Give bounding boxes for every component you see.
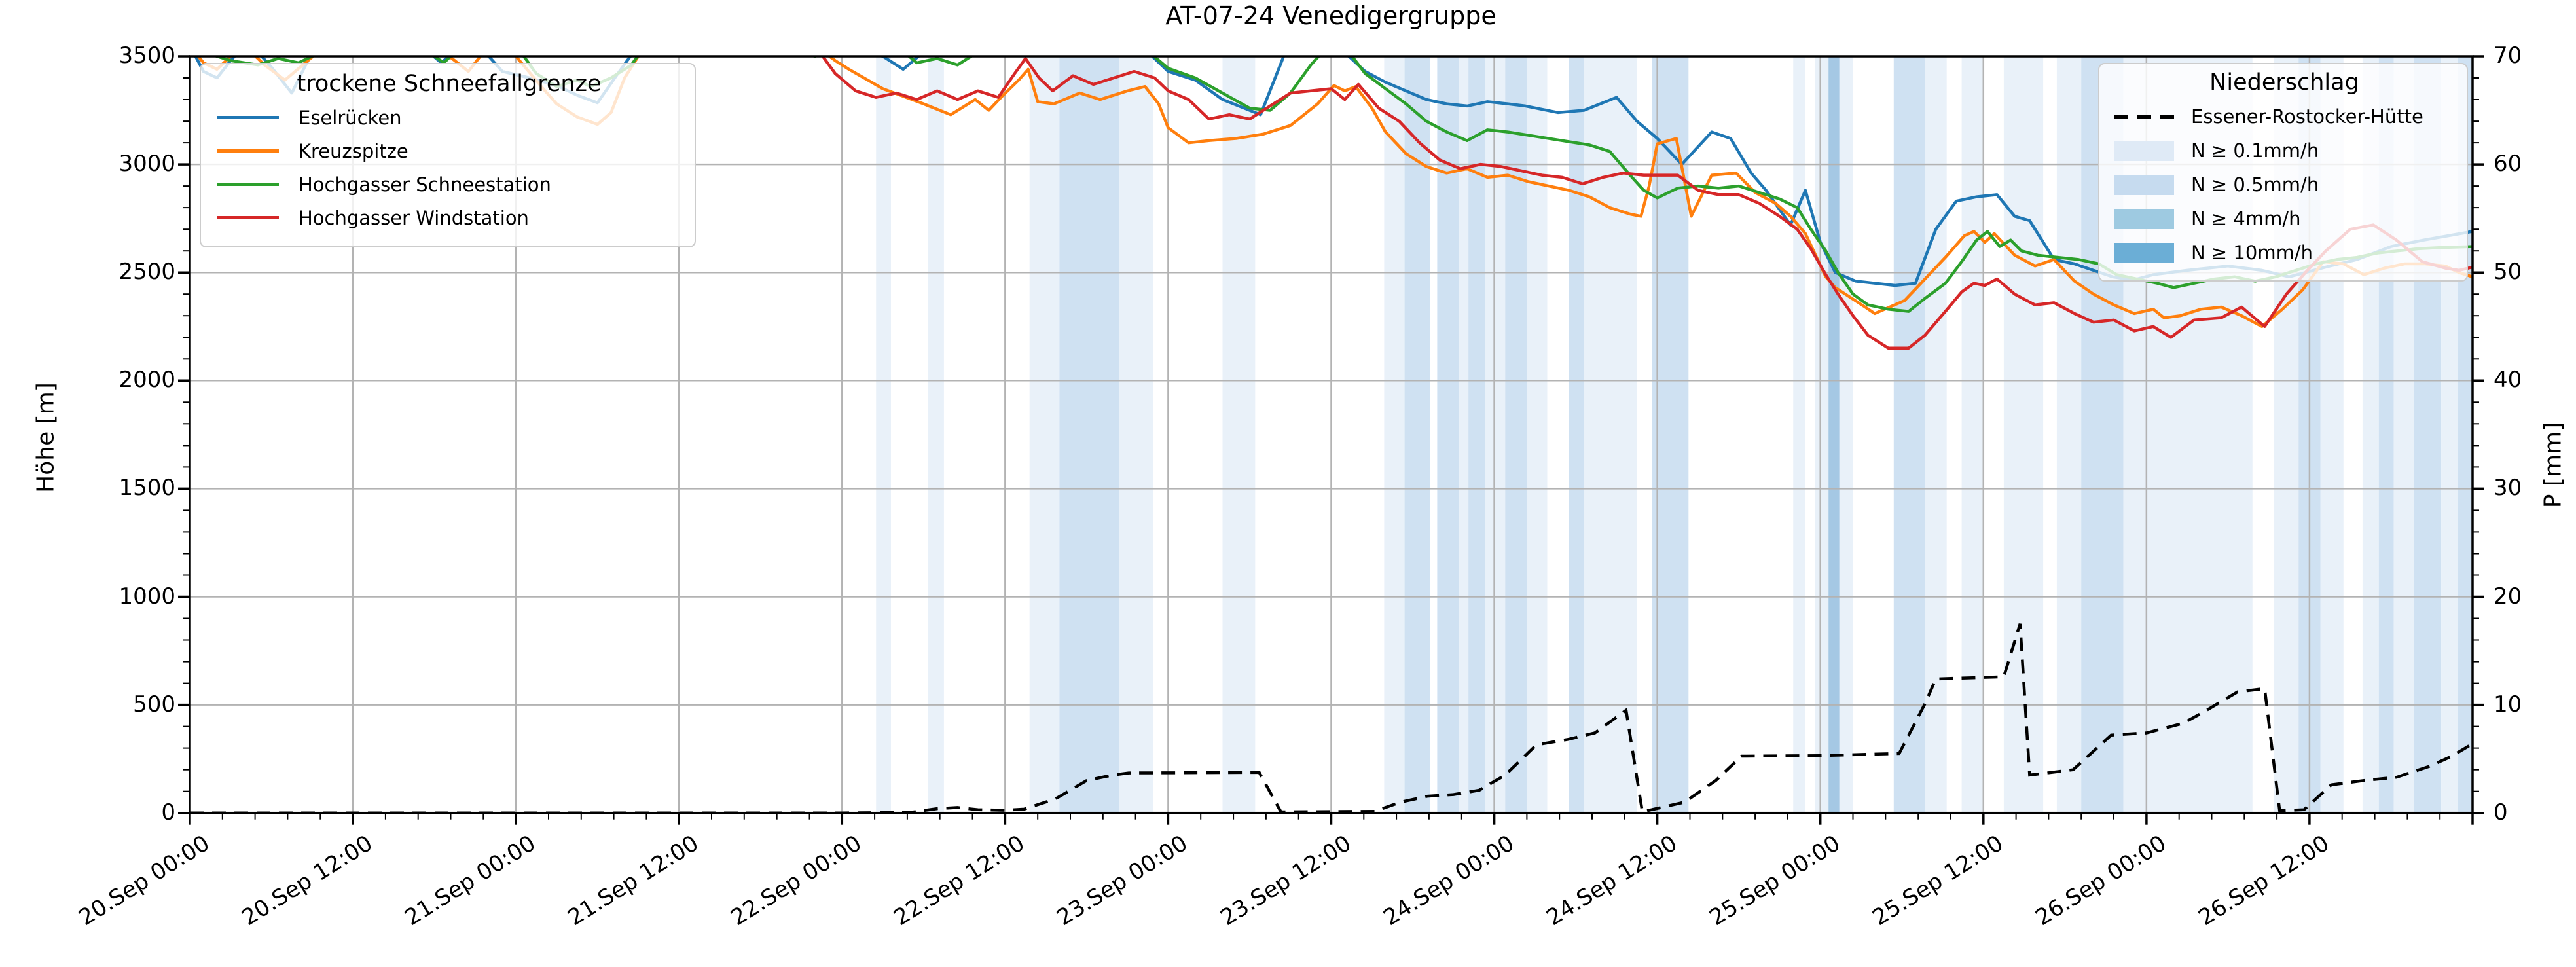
band-0.5-swatch-icon [2114, 174, 2174, 195]
band-4-swatch-icon [2114, 208, 2174, 229]
y-tick-label-right: 60 [2494, 151, 2522, 177]
hochgasser-windstation-line-swatch-icon [217, 216, 279, 219]
y-tick-label-left: 1000 [118, 583, 175, 610]
y-tick-label-right: 40 [2494, 367, 2522, 393]
eselruecken-line-swatch-icon [217, 116, 279, 119]
y-tick-label-left: 2000 [118, 367, 175, 393]
y-tick-label-right: 30 [2494, 475, 2522, 502]
y-tick-label-right: 70 [2494, 43, 2522, 69]
legend-precipitation-title: Niederschlag [2209, 69, 2359, 96]
legend-item-hochgasser-windstation[interactable]: Hochgasser Windstation [217, 201, 681, 234]
legend-snowfall-limit[interactable]: trockene Schneefallgrenze Eselrücken Kre… [200, 63, 696, 247]
y-tick-label-left: 3000 [118, 151, 175, 177]
chart-title: AT-07-24 Venedigergruppe [1165, 1, 1497, 30]
dashed-line-swatch-icon [2114, 115, 2174, 119]
y-tick-label-left: 1500 [118, 475, 175, 502]
legend-item-n4[interactable]: N ≥ 4mm/h [2114, 202, 2455, 236]
hochgasser-schneestation-line-swatch-icon [217, 183, 279, 186]
legend-snowfall-title: trockene Schneefallgrenze [297, 71, 602, 97]
band-10-swatch-icon [2114, 242, 2174, 263]
band-0.1-swatch-icon [2114, 140, 2174, 161]
legend-item-n10[interactable]: N ≥ 10mm/h [2114, 236, 2455, 270]
legend-item-eselruecken[interactable]: Eselrücken [217, 101, 681, 134]
legend-item-hochgasser-schneestation[interactable]: Hochgasser Schneestation [217, 168, 681, 201]
y-tick-label-left: 500 [133, 691, 175, 718]
y-tick-label-right: 10 [2494, 691, 2522, 718]
y-tick-label-right: 0 [2494, 799, 2508, 826]
legend-item-kreuzspitze[interactable]: Kreuzspitze [217, 134, 681, 168]
y-tick-label-left: 3500 [118, 43, 175, 69]
y-axis-label-right: P [mm] [2539, 422, 2567, 509]
legend-item-n01[interactable]: N ≥ 0.1mm/h [2114, 134, 2455, 168]
y-tick-label-right: 50 [2494, 259, 2522, 285]
legend-item-n05[interactable]: N ≥ 0.5mm/h [2114, 168, 2455, 202]
y-axis-label-left: Höhe [m] [32, 382, 60, 493]
kreuzspitze-line-swatch-icon [217, 149, 279, 153]
y-tick-label-left: 0 [161, 799, 175, 826]
legend-item-essener-rostocker-huette[interactable]: Essener-Rostocker-Hütte [2114, 100, 2455, 134]
y-tick-label-right: 20 [2494, 583, 2522, 610]
legend-precipitation[interactable]: Niederschlag Essener-Rostocker-Hütte N ≥… [2098, 63, 2468, 282]
y-tick-label-left: 2500 [118, 259, 175, 285]
